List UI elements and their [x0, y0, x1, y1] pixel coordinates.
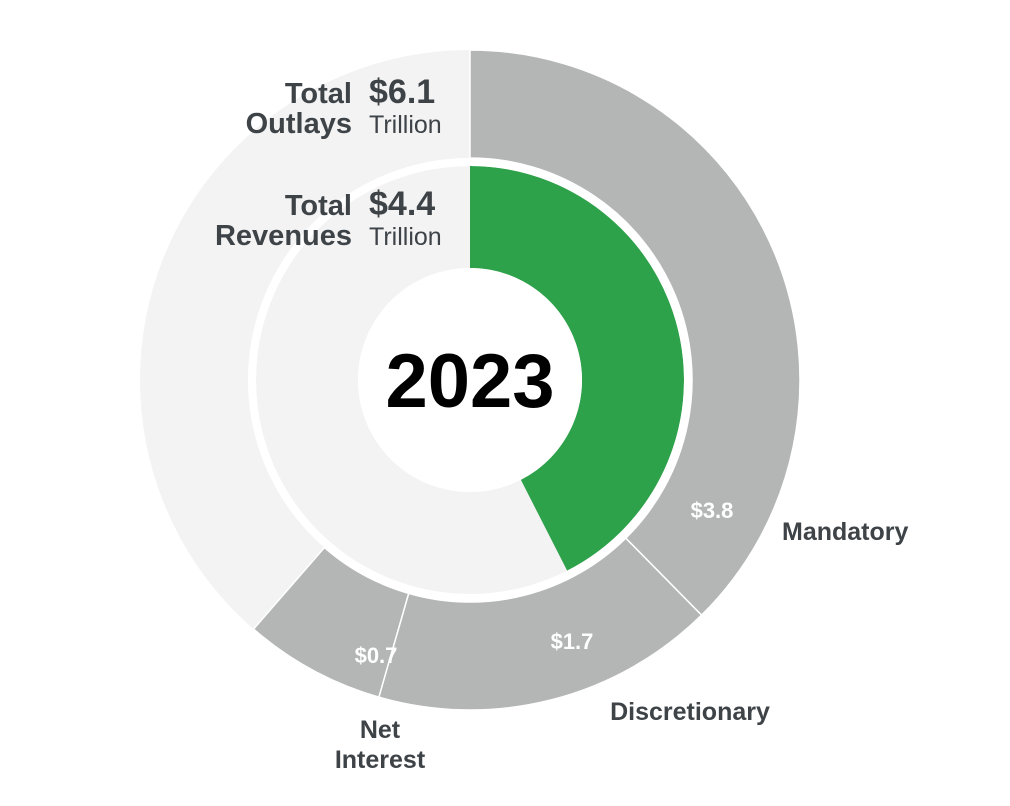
net-interest-category-label-line1: Net	[360, 716, 401, 744]
slice-total-revenues	[470, 166, 685, 571]
total-revenues-unit: Trillion	[369, 223, 442, 251]
discretionary-value-label: $1.7	[551, 629, 594, 654]
total-outlays-label-line2: Outlays	[246, 108, 352, 140]
year-label: 2023	[385, 339, 554, 424]
net-interest-category-label-line2: Interest	[335, 746, 426, 774]
total-outlays-value: $6.1	[369, 73, 435, 111]
mandatory-value-label: $3.8	[691, 498, 734, 523]
net-interest-value-label: $0.7	[355, 643, 398, 668]
total-revenues-label-line2: Revenues	[215, 220, 352, 252]
slice-net-interest	[252, 546, 410, 699]
total-outlays-label-line1: Total	[285, 78, 352, 110]
inner-ring-revenues	[248, 158, 692, 602]
discretionary-category-label: Discretionary	[610, 698, 770, 726]
total-revenues-value: $4.4	[369, 185, 435, 223]
total-outlays-unit: Trillion	[369, 111, 442, 139]
ring-separator	[248, 158, 692, 602]
donut-hole	[358, 268, 582, 492]
total-revenues-label-line1: Total	[285, 190, 352, 222]
mandatory-category-label: Mandatory	[782, 518, 909, 546]
